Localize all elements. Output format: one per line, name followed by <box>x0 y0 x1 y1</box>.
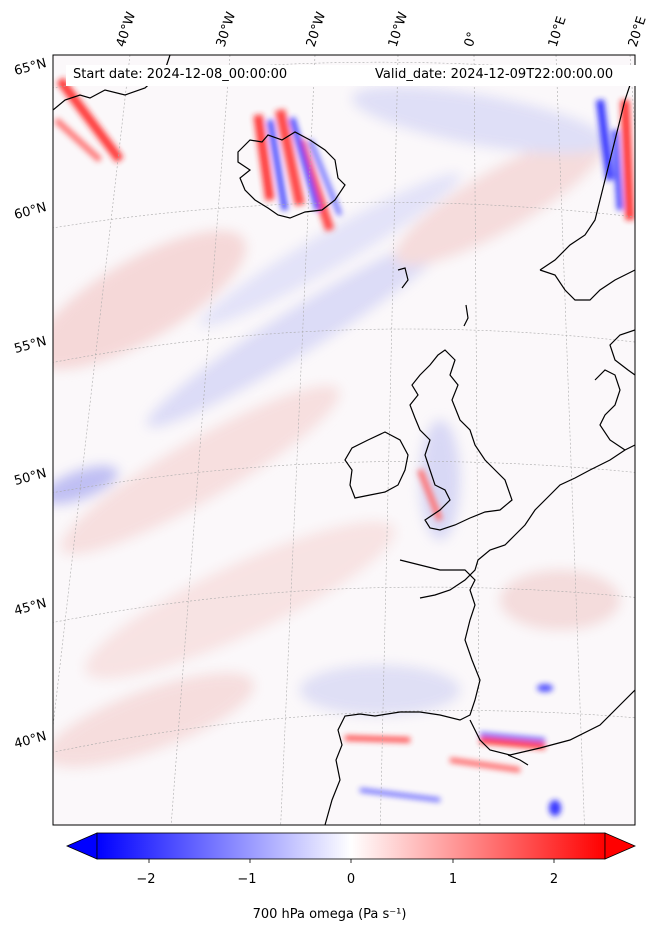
valid-date-label: Valid_date: 2024-12-09T22:00:00.00 <box>375 67 614 82</box>
colorbar-tick: 0 <box>346 872 356 887</box>
colorbar-left-extend <box>65 832 98 860</box>
info-box <box>66 65 636 86</box>
colorbar-tick: −2 <box>136 872 156 887</box>
start-date-label: Start date: 2024-12-08_00:00:00 <box>73 67 288 82</box>
colorbar-right-extend <box>604 832 637 860</box>
colorbar-body <box>96 832 606 860</box>
colorbar-tick: 2 <box>549 872 559 887</box>
colorbar-tick: 1 <box>448 872 458 887</box>
colorbar <box>65 832 637 863</box>
colorbar-label: 700 hPa omega (Pa s⁻¹) <box>252 907 407 922</box>
colorbar-tick: −1 <box>237 872 257 887</box>
